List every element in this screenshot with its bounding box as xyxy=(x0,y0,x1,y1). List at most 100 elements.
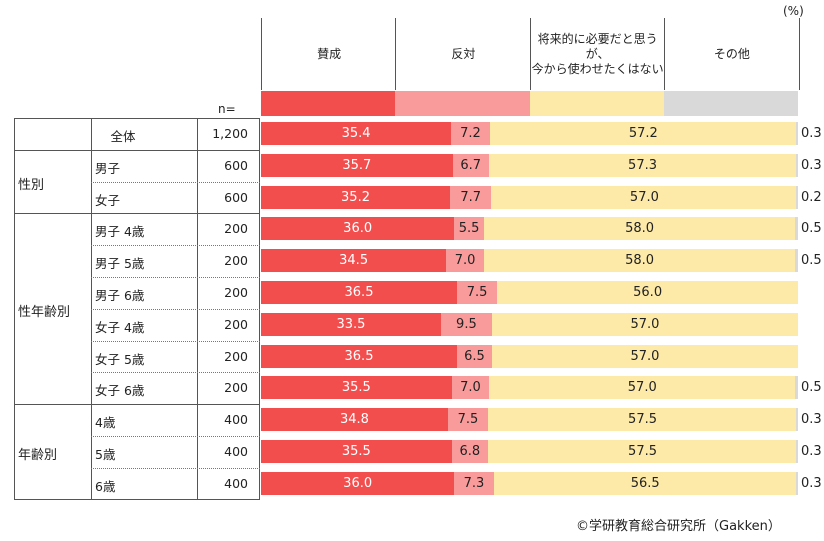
row-n-value: 1,200 xyxy=(212,126,248,141)
row-n-value: 400 xyxy=(224,412,248,428)
bar-segment-賛成: 34.5 xyxy=(261,249,447,273)
row-divider xyxy=(91,245,260,247)
row-label: 4歳 xyxy=(95,415,116,431)
row-label: 全体 xyxy=(110,129,136,144)
legend-label-2: 将来的に必要だと思うが、 今から使わせたくはない xyxy=(529,18,665,90)
legend-swatch-1 xyxy=(395,91,530,116)
row-label: 女子 4歳 xyxy=(95,319,145,335)
other-value-label: 0.5 xyxy=(801,380,822,396)
unit-label: (%) xyxy=(783,4,804,18)
bar-segment-反対: 6.8 xyxy=(451,440,489,463)
bar-segment-反対: 7.5 xyxy=(457,281,498,304)
bar-segment-反対: 5.5 xyxy=(454,217,484,241)
group-divider xyxy=(14,213,260,215)
row-divider xyxy=(91,181,260,183)
bar-segment-賛成: 33.5 xyxy=(261,312,441,336)
bar-segment-other xyxy=(796,471,798,495)
n-label: n= xyxy=(218,102,236,116)
row-label: 5歳 xyxy=(95,447,116,462)
bar-segment-将来的に必要だと思うが、: 57.5 xyxy=(488,408,797,432)
group-label: 性年齢別 xyxy=(18,304,71,320)
bar-segment-賛成: 35.4 xyxy=(261,122,452,145)
bar-segment-反対: 6.7 xyxy=(452,153,489,177)
bar-segment-反対: 7.2 xyxy=(451,122,490,145)
row-divider xyxy=(91,436,260,437)
bar-segment-反対: 9.5 xyxy=(440,312,492,336)
bar-segment-賛成: 36.0 xyxy=(261,217,455,241)
bar-segment-賛成: 35.5 xyxy=(261,376,452,400)
bar-segment-other xyxy=(796,153,798,177)
bar-segment-other xyxy=(796,122,798,145)
bar-segment-将来的に必要だと思うが、: 57.3 xyxy=(488,153,797,177)
row-n-value: 200 xyxy=(224,380,248,396)
other-value-label: 0.3 xyxy=(801,157,822,173)
other-value-label: 0.3 xyxy=(801,475,822,491)
row-n-value: 200 xyxy=(224,221,248,237)
legend-swatch-0 xyxy=(261,91,396,116)
group-divider xyxy=(14,404,260,406)
row-divider xyxy=(91,467,260,469)
other-value-label: 0.3 xyxy=(801,412,822,428)
bar-segment-賛成: 35.2 xyxy=(261,185,451,209)
bar-segment-反対: 6.5 xyxy=(457,344,492,368)
bar-segment-other xyxy=(795,217,798,241)
other-value-label: 0.5 xyxy=(801,253,822,269)
row-label: 6歳 xyxy=(95,478,116,494)
bar-segment-other xyxy=(796,408,798,432)
bar-segment-将来的に必要だと思うが、: 56.5 xyxy=(493,471,797,495)
row-divider xyxy=(91,277,260,278)
bar-segment-賛成: 35.7 xyxy=(261,153,453,177)
row-divider xyxy=(91,372,260,374)
row-label: 男子 6歳 xyxy=(95,288,145,303)
legend-swatch-2 xyxy=(529,91,664,116)
group-divider xyxy=(14,149,260,151)
bar-segment-将来的に必要だと思うが、: 57.5 xyxy=(488,440,797,463)
row-n-value: 400 xyxy=(224,444,248,459)
bar-segment-賛成: 36.5 xyxy=(261,344,457,368)
bar-segment-other xyxy=(796,440,798,463)
bar-segment-賛成: 34.8 xyxy=(261,408,448,432)
other-value-label: 0.5 xyxy=(801,221,822,237)
bar-segment-将来的に必要だと思うが、: 56.0 xyxy=(497,281,798,304)
row-n-value: 600 xyxy=(224,189,248,205)
row-label: 男子 5歳 xyxy=(95,256,145,272)
bar-segment-将来的に必要だと思うが、: 58.0 xyxy=(483,249,796,273)
row-divider xyxy=(91,308,260,310)
bar-segment-反対: 7.7 xyxy=(450,185,492,209)
bar-segment-反対: 7.0 xyxy=(446,249,484,273)
row-label: 女子 xyxy=(95,192,121,208)
other-value-label: 0.3 xyxy=(801,126,822,141)
bar-segment-将来的に必要だと思うが、: 57.0 xyxy=(489,376,796,400)
credit: ©学研教育総合研究所（Gakken） xyxy=(576,519,781,534)
legend-label-3: その他 xyxy=(663,18,800,90)
bar-segment-other xyxy=(795,249,798,273)
bar-segment-将来的に必要だと思うが、: 57.2 xyxy=(489,122,797,145)
bar-segment-賛成: 36.0 xyxy=(261,471,455,495)
row-label: 男子 xyxy=(95,160,121,176)
row-divider xyxy=(91,340,260,342)
row-n-value: 200 xyxy=(224,253,248,269)
row-label: 女子 5歳 xyxy=(95,351,145,367)
bar-segment-将来的に必要だと思うが、: 58.0 xyxy=(483,217,796,241)
bar-segment-将来的に必要だと思うが、: 57.0 xyxy=(491,312,798,336)
group-label: 年齢別 xyxy=(18,447,58,463)
bar-segment-賛成: 35.5 xyxy=(261,440,452,463)
row-label: 男子 4歳 xyxy=(95,224,145,240)
bar-segment-反対: 7.5 xyxy=(447,408,489,432)
row-n-value: 200 xyxy=(224,348,248,364)
row-n-value: 200 xyxy=(224,316,248,332)
group-label: 性別 xyxy=(18,177,45,193)
row-n-value: 400 xyxy=(224,475,248,491)
bar-segment-other xyxy=(795,376,798,400)
other-value-label: 0.3 xyxy=(801,444,822,459)
other-value-label: 0.2 xyxy=(801,189,822,205)
legend-header: 賛成 反対 将来的に必要だと思うが、 今から使わせたくはない その他 xyxy=(261,18,800,116)
legend-label-1: 反対 xyxy=(395,18,530,90)
row-n-value: 200 xyxy=(224,285,248,300)
bar-segment-反対: 7.3 xyxy=(454,471,494,495)
bar-segment-賛成: 36.5 xyxy=(261,281,457,304)
row-n-value: 600 xyxy=(224,157,248,173)
legend-label-0: 賛成 xyxy=(261,18,396,90)
bar-segment-反対: 7.0 xyxy=(451,376,490,400)
bar-segment-将来的に必要だと思うが、: 57.0 xyxy=(491,344,798,368)
